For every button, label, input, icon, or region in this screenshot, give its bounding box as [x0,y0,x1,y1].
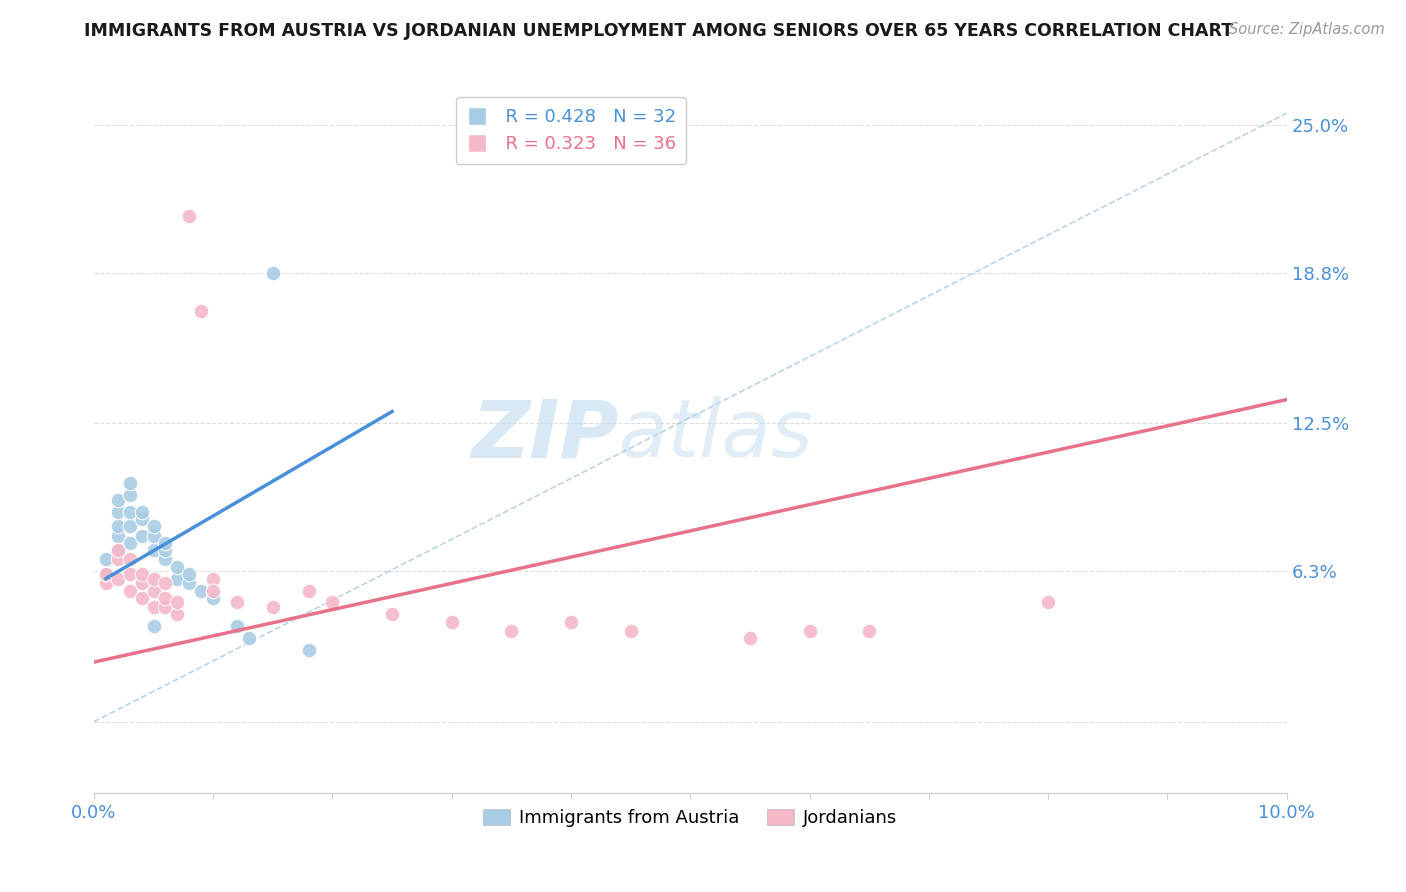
Point [238,632,260,646]
Point [94,552,117,566]
Point [381,607,404,622]
Point [118,476,141,491]
Point [262,600,284,615]
Point [118,519,141,533]
Point [226,619,249,633]
Point [560,615,582,629]
Point [190,583,212,598]
Point [166,559,188,574]
Point [107,505,129,519]
Point [202,583,225,598]
Point [131,512,153,526]
Point [107,492,129,507]
Point [131,591,153,605]
Point [799,624,821,638]
Point [620,624,643,638]
Point [179,209,201,223]
Point [298,643,321,657]
Point [440,615,463,629]
Point [298,583,321,598]
Point [179,576,201,591]
Point [202,591,225,605]
Point [166,607,188,622]
Point [107,519,129,533]
Point [107,543,129,558]
Point [262,266,284,280]
Point [142,600,165,615]
Point [1036,595,1059,609]
Point [118,488,141,502]
Point [226,595,249,609]
Point [107,543,129,558]
Point [155,600,177,615]
Text: Source: ZipAtlas.com: Source: ZipAtlas.com [1229,22,1385,37]
Point [142,528,165,542]
Point [131,576,153,591]
Point [94,566,117,581]
Point [166,595,188,609]
Legend: Immigrants from Austria, Jordanians: Immigrants from Austria, Jordanians [477,802,904,834]
Point [94,576,117,591]
Point [155,591,177,605]
Point [94,566,117,581]
Point [155,543,177,558]
Point [118,566,141,581]
Point [155,576,177,591]
Point [166,572,188,586]
Point [155,535,177,549]
Point [190,304,212,318]
Point [118,583,141,598]
Point [131,566,153,581]
Point [142,543,165,558]
Point [738,632,761,646]
Point [118,535,141,549]
Point [321,595,343,609]
Point [142,583,165,598]
Text: atlas: atlas [619,396,814,475]
Point [142,519,165,533]
Point [501,624,523,638]
Text: ZIP: ZIP [471,396,619,475]
Point [142,572,165,586]
Point [131,505,153,519]
Point [202,572,225,586]
Point [118,505,141,519]
Point [155,552,177,566]
Point [118,552,141,566]
Point [107,552,129,566]
Point [179,566,201,581]
Point [107,572,129,586]
Point [131,528,153,542]
Text: IMMIGRANTS FROM AUSTRIA VS JORDANIAN UNEMPLOYMENT AMONG SENIORS OVER 65 YEARS CO: IMMIGRANTS FROM AUSTRIA VS JORDANIAN UNE… [84,22,1233,40]
Point [858,624,880,638]
Point [107,528,129,542]
Point [142,619,165,633]
